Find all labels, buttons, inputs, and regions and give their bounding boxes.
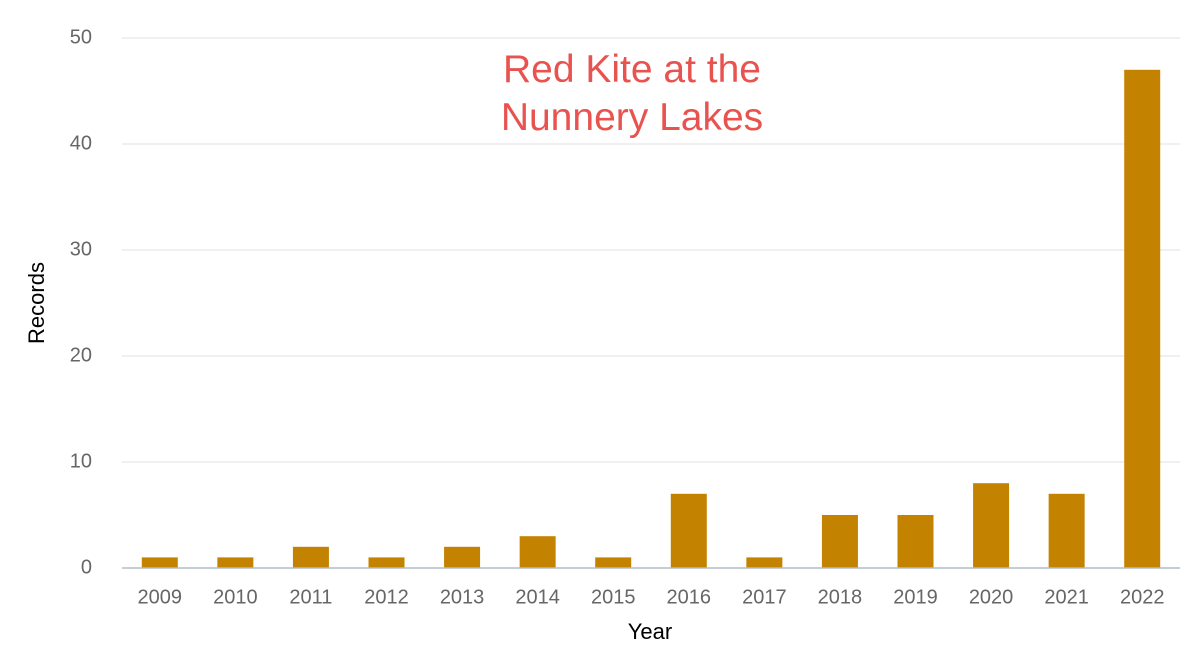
x-tick-label: 2009 (138, 586, 183, 608)
y-tick-label: 40 (70, 132, 92, 154)
bar (746, 557, 783, 568)
x-tick-label: 2020 (969, 586, 1014, 608)
x-tick-label: 2016 (667, 586, 712, 608)
bar (973, 483, 1010, 568)
bar (595, 557, 632, 568)
x-tick-label: 2021 (1044, 586, 1089, 608)
bar (897, 515, 934, 568)
y-tick-label: 10 (70, 450, 92, 472)
bar (1048, 493, 1085, 568)
x-tick-label: 2019 (893, 586, 938, 608)
x-tick-label: 2013 (440, 586, 485, 608)
x-tick-label: 2017 (742, 586, 787, 608)
bar (519, 536, 556, 568)
bar (292, 546, 329, 568)
x-tick-label: 2022 (1120, 586, 1165, 608)
y-tick-label: 30 (70, 238, 92, 260)
y-axis-label: Records (24, 262, 49, 344)
x-axis-label: Year (628, 619, 672, 644)
bar (1124, 69, 1161, 569)
x-tick-label: 2010 (213, 586, 258, 608)
y-tick-label: 50 (70, 26, 92, 48)
bar (821, 515, 858, 568)
x-tick-label: 2018 (818, 586, 863, 608)
x-tick-label: 2015 (591, 586, 636, 608)
chart-title: Red Kite at the Nunnery Lakes (500, 48, 764, 139)
y-tick-label: 20 (70, 344, 92, 366)
x-tick-label: 2011 (289, 586, 332, 608)
bar (444, 546, 481, 568)
y-tick-label: 0 (81, 556, 92, 578)
bar (141, 557, 178, 568)
bar (670, 493, 707, 568)
x-tick-label: 2012 (364, 586, 409, 608)
x-tick-label: 2014 (515, 586, 560, 608)
bar (217, 557, 254, 568)
bar (368, 557, 405, 568)
